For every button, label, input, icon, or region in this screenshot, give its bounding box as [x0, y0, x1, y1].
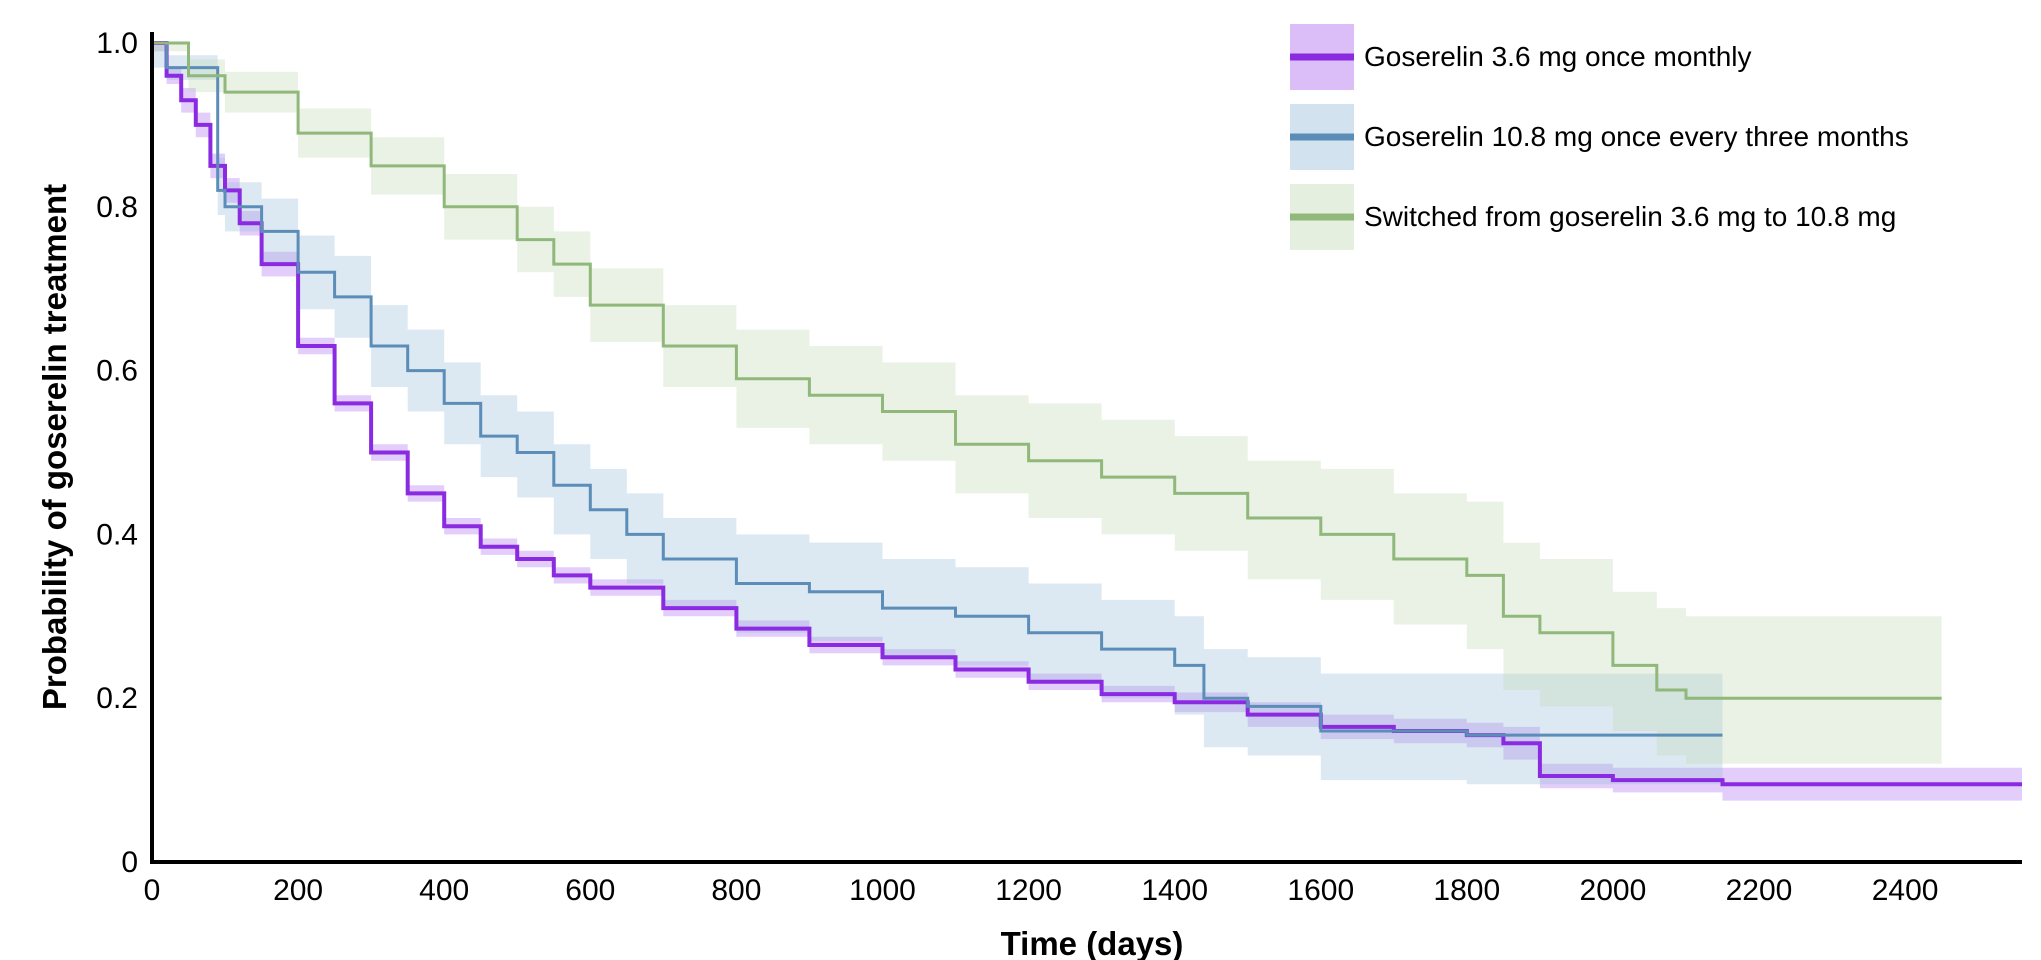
- confidence-bands: [152, 43, 2022, 801]
- x-tick-label: 800: [711, 874, 761, 907]
- legend-item-series-3: Switched from goserelin 3.6 mg to 10.8 m…: [1290, 184, 1896, 250]
- legend-label: Goserelin 3.6 mg once monthly: [1364, 41, 1752, 72]
- legend-label: Goserelin 10.8 mg once every three month…: [1364, 121, 1909, 152]
- x-tick-label: 2200: [1726, 874, 1793, 907]
- x-tick-label: 1800: [1433, 874, 1500, 907]
- y-tick-label: 0.2: [96, 682, 138, 715]
- axes: [150, 32, 2022, 864]
- survival-curves: [152, 41, 2022, 787]
- y-axis-label: Probability of goserelin treatment: [36, 184, 73, 710]
- legend: Goserelin 3.6 mg once monthly Goserelin 1…: [1290, 24, 1909, 250]
- curve-series-2: [152, 41, 1723, 737]
- x-tick-label: 0: [144, 874, 161, 907]
- ci-band-series-2: [152, 43, 1723, 785]
- legend-item-series-2: Goserelin 10.8 mg once every three month…: [1290, 104, 1909, 170]
- x-tick-label: 1600: [1287, 874, 1354, 907]
- y-tick-label: 0.8: [96, 191, 138, 224]
- x-tick-label: 400: [419, 874, 469, 907]
- ci-band-series-3: [152, 43, 1942, 764]
- x-tick-label: 2400: [1872, 874, 1939, 907]
- y-tick-label: 0.4: [96, 518, 138, 551]
- curve-series-3: [152, 41, 1942, 700]
- x-axis-label: Time (days): [1001, 925, 1184, 960]
- x-tick-label: 200: [273, 874, 323, 907]
- y-tick-label: 0.6: [96, 355, 138, 388]
- legend-item-series-1: Goserelin 3.6 mg once monthly: [1290, 24, 1752, 90]
- legend-label: Switched from goserelin 3.6 mg to 10.8 m…: [1364, 201, 1896, 232]
- x-ticks: 0 200 400 600 800 1000 1200 1400 1600 1800 2000 220…: [144, 874, 1939, 907]
- y-tick-label: 1.0: [96, 27, 138, 60]
- y-tick-label: 0: [121, 846, 138, 879]
- y-ticks: 0 0.2 0.4 0.6 0.8 1.0: [96, 27, 138, 879]
- x-tick-label: 1200: [995, 874, 1062, 907]
- x-tick-label: 1000: [849, 874, 916, 907]
- x-tick-label: 1400: [1141, 874, 1208, 907]
- x-tick-label: 2000: [1580, 874, 1647, 907]
- x-tick-label: 600: [565, 874, 615, 907]
